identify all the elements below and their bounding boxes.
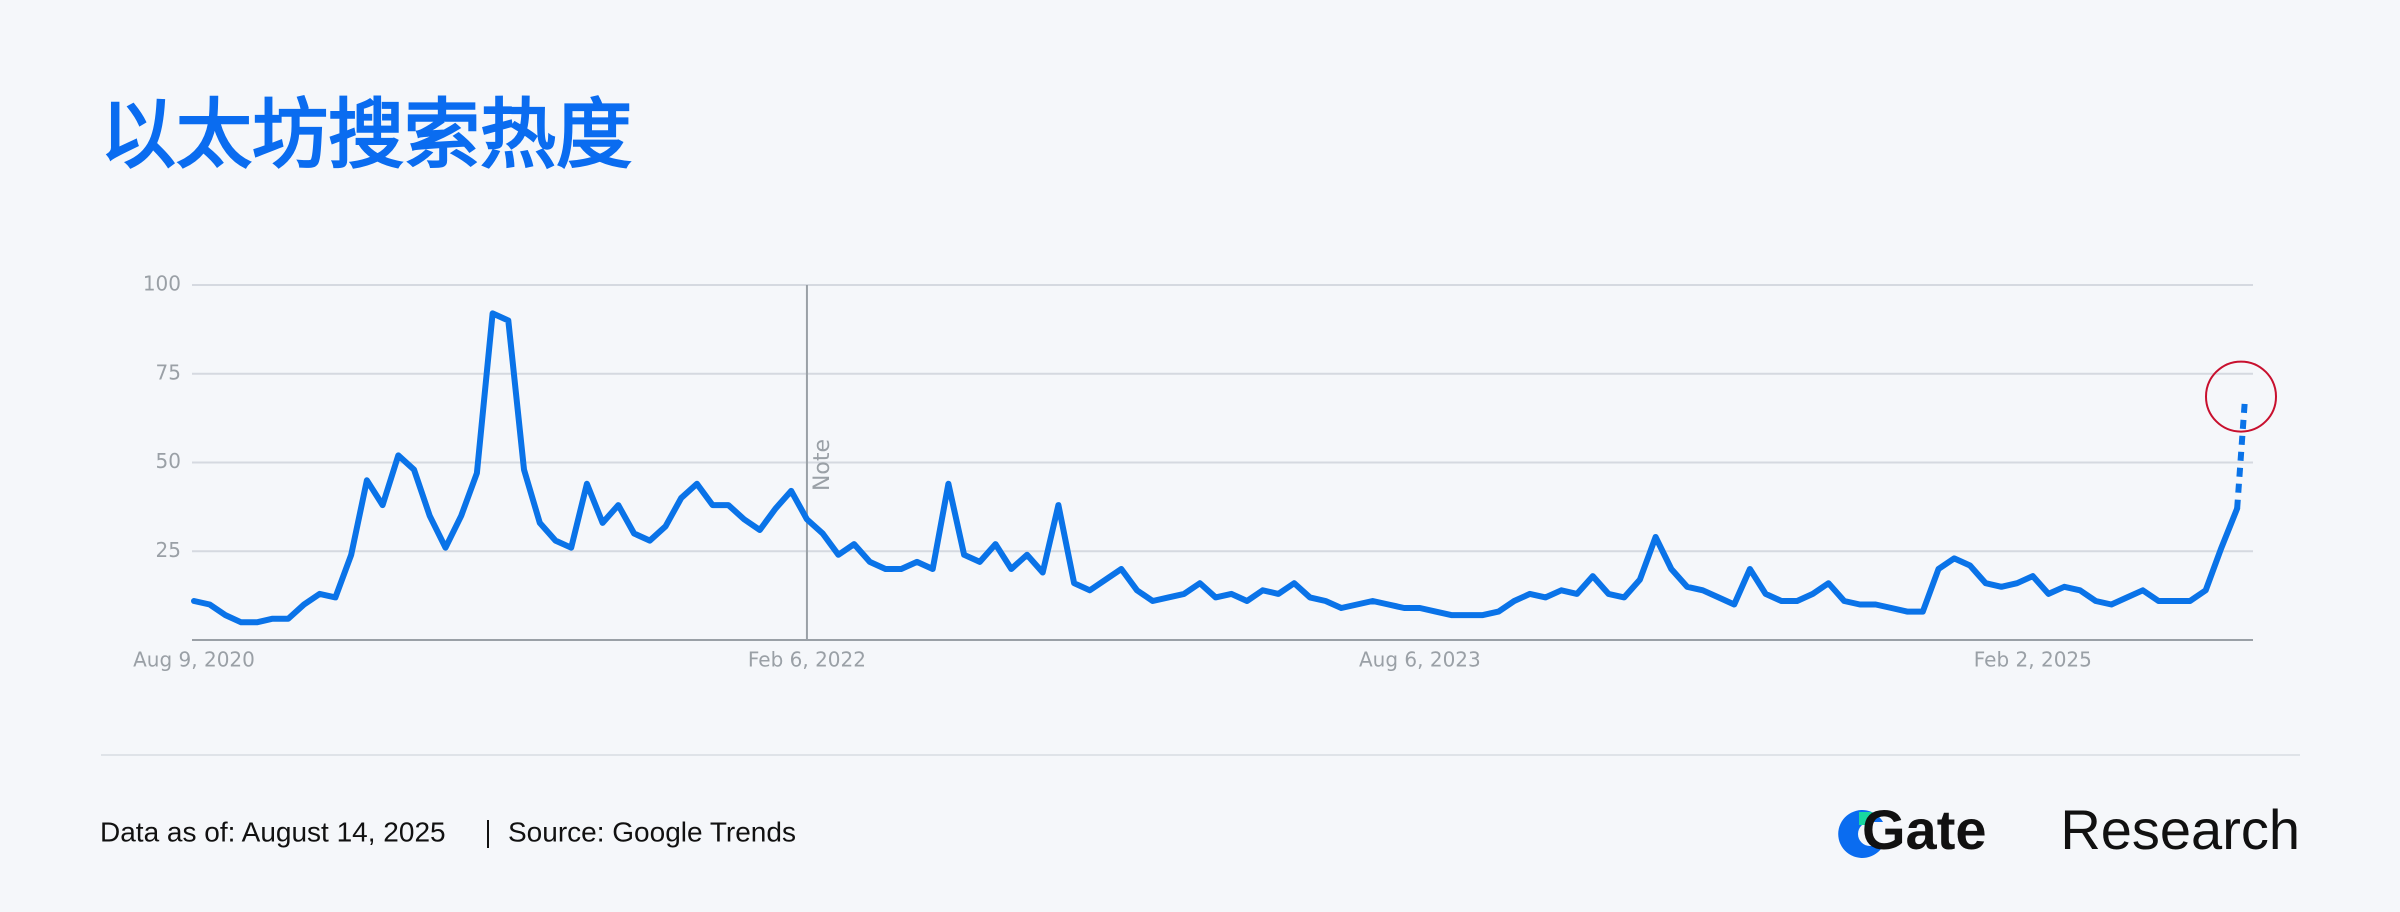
footer-date: Data as of: August 14, 2025 (100, 816, 446, 847)
highlight-circle (2205, 360, 2277, 433)
x-tick-label: Feb 6, 2022 (748, 648, 866, 672)
line-series (191, 310, 2241, 626)
annotation-label: Note (810, 439, 835, 491)
x-tick-label: Feb 2, 2025 (1974, 648, 2092, 672)
partial-segment (2234, 398, 2248, 509)
logo-suffix: Research (2060, 798, 2300, 861)
logo-brand: Gate (1862, 798, 1987, 861)
chart-title: 以太坊搜索热度 (100, 90, 632, 179)
y-tick-label: 25 (156, 538, 181, 562)
y-tick-label: 75 (156, 360, 181, 384)
x-tick-label: Aug 9, 2020 (133, 648, 255, 672)
footer-source: Source: Google Trends (508, 816, 796, 847)
y-tick-label: 100 (143, 272, 181, 296)
x-tick-label: Aug 6, 2023 (1359, 648, 1481, 672)
y-tick-label: 50 (156, 449, 181, 473)
logo-icon (1838, 810, 1883, 859)
